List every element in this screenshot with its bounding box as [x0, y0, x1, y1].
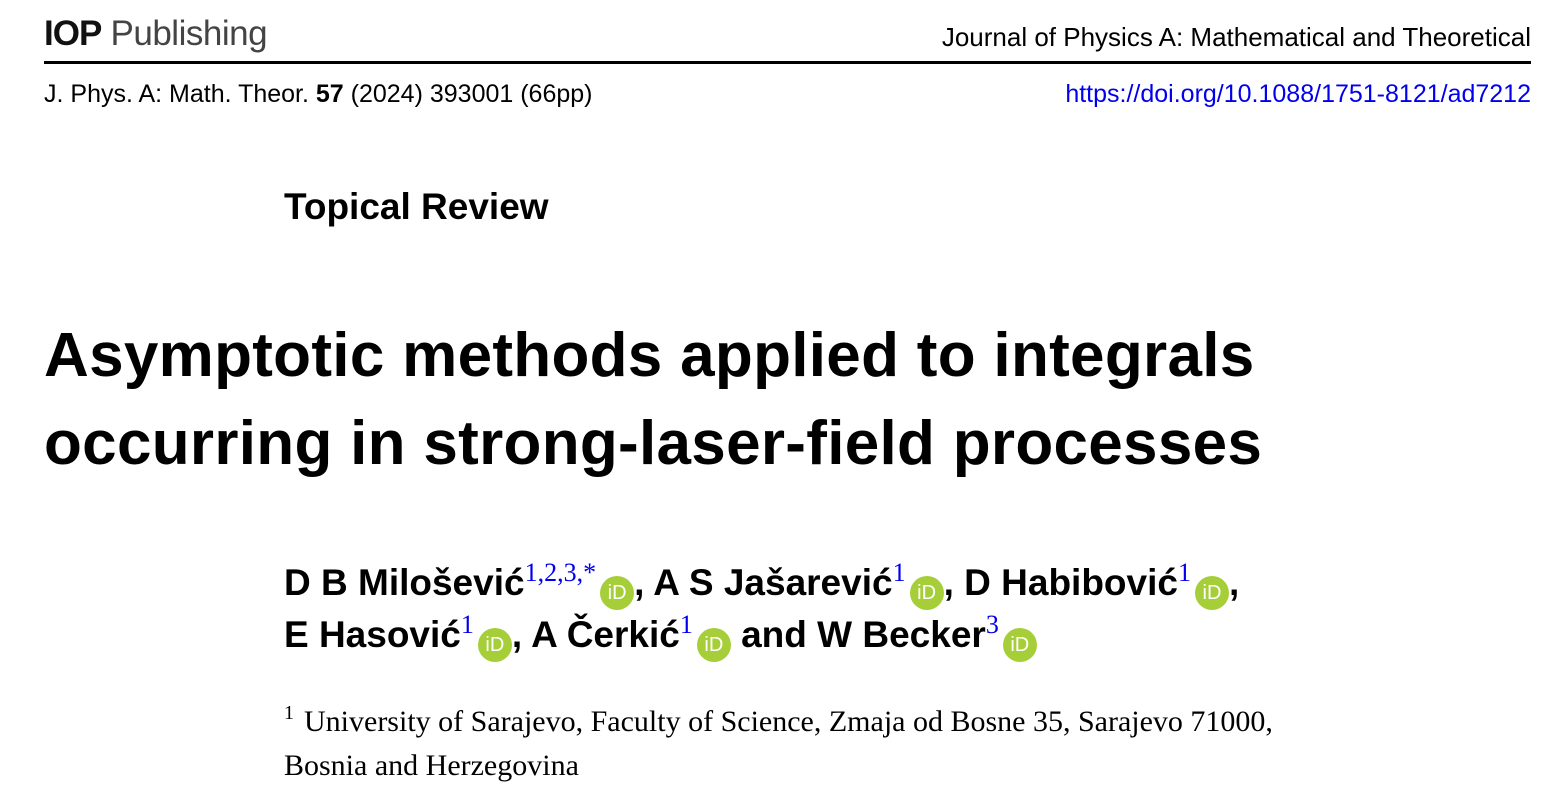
author: A Čerkić1iD and	[531, 612, 818, 662]
separator: ,	[511, 614, 532, 655]
separator: ,	[634, 562, 654, 603]
author: A S Jašarević1iD,	[653, 560, 965, 610]
author-name: E Hasović	[284, 614, 461, 655]
orcid-icon[interactable]: iD	[600, 576, 635, 610]
author: W Becker3iD	[817, 612, 1037, 662]
orcid-icon[interactable]: iD	[477, 628, 512, 662]
author-name: W Becker	[817, 614, 986, 655]
author-name: D Habibović	[964, 562, 1178, 603]
header-rule	[44, 61, 1531, 64]
author: E Hasović1iD,	[284, 612, 532, 662]
affiliation: 1 University of Sarajevo, Faculty of Scie…	[284, 702, 1273, 782]
journal-name: Journal of Physics A: Mathematical and T…	[941, 22, 1531, 52]
affiliation-marker[interactable]: 1	[679, 610, 693, 639]
citation: J. Phys. A: Math. Theor. 57 (2024) 39300…	[44, 80, 593, 108]
separator: ,	[943, 562, 965, 603]
author: D Habibović1iD,	[964, 560, 1240, 610]
author-name: A S Jašarević	[653, 562, 893, 603]
author-name: A Čerkić	[531, 614, 680, 655]
affiliation-marker[interactable]: 3	[985, 610, 999, 639]
separator: ,	[1228, 562, 1240, 603]
orcid-icon[interactable]: iD	[696, 628, 731, 662]
iop-publishing-logo: IOP Publishing	[44, 14, 268, 53]
author-line: D B Milošević1,2,3,*iD, A S Jašarević1iD…	[284, 560, 1240, 610]
author-line: E Hasović1iD, A Čerkić1iD and W Becker3i…	[284, 612, 1037, 662]
paper-title: Asymptotic methods applied to integrals o…	[44, 321, 1263, 478]
affiliation-marker[interactable]: 1,2,3,*	[524, 558, 597, 587]
doi-link[interactable]: https://doi.org/10.1088/1751-8121/ad7212	[1065, 80, 1531, 108]
orcid-icon[interactable]: iD	[909, 576, 944, 610]
article-type: Topical Review	[284, 186, 549, 227]
affiliation-marker[interactable]: 1	[1177, 558, 1191, 587]
author-name: D B Milošević	[284, 562, 525, 603]
orcid-icon[interactable]: iD	[1002, 628, 1037, 662]
affiliation-marker[interactable]: 1	[460, 610, 474, 639]
orcid-icon[interactable]: iD	[1194, 576, 1229, 610]
affiliation-marker[interactable]: 1	[892, 558, 906, 587]
separator: and	[730, 614, 818, 655]
author: D B Milošević1,2,3,*iD,	[284, 560, 654, 610]
